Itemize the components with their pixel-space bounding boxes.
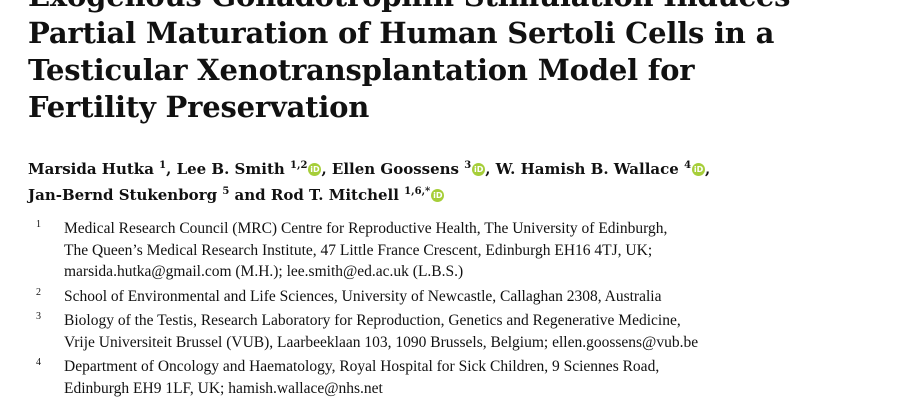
affiliation-line: marsida.hutka@gmail.com (M.H.); lee.smit… [64, 263, 464, 280]
article-title: Exogenous Gonadotrophin Stimulation Indu… [28, 0, 888, 126]
affiliation-number: 3 [36, 311, 41, 322]
author-affiliation-ref: 3 [464, 160, 472, 171]
affiliation-line: Department of Oncology and Haematology, … [64, 358, 660, 375]
author-affiliation-ref: 1,6,* [404, 186, 431, 197]
author-affiliation-ref: 1 [159, 160, 167, 171]
orcid-icon[interactable]: iD [692, 163, 706, 176]
author-affiliation-ref: 4 [684, 160, 692, 171]
affiliation: 1 Medical Research Council (MRC) Centre … [28, 218, 898, 283]
author-affiliation-ref: 1,2 [290, 160, 308, 171]
author: Rod T. Mitchell 1,6,* iD [270, 186, 445, 204]
author-name: Marsida Hutka [28, 160, 154, 178]
author: Marsida Hutka 1 [28, 160, 166, 178]
author-line: Jan-Bernd Stukenborg 5 and Rod T. Mitche… [28, 182, 888, 208]
affiliation-text: School of Environmental and Life Science… [64, 286, 898, 308]
author-name: Rod T. Mitchell [270, 186, 399, 204]
author-separator: and [229, 186, 271, 204]
author-name: Jan-Bernd Stukenborg [28, 186, 218, 204]
author-list: Marsida Hutka 1, Lee B. Smith 1,2 iD, Ell… [28, 156, 888, 208]
affiliation-line: Biology of the Testis, Research Laborato… [64, 312, 681, 329]
affiliation-number: 4 [36, 357, 41, 368]
title-line: Exogenous Gonadotrophin Stimulation Indu… [28, 0, 888, 15]
affiliation-line: School of Environmental and Life Science… [64, 287, 662, 305]
author-name: Ellen Goossens [331, 160, 459, 178]
author-separator: , [321, 160, 332, 178]
author-separator: , [166, 160, 177, 178]
affiliation-line: The Queen’s Medical Research Institute, … [64, 241, 653, 259]
author: Jan-Bernd Stukenborg 5 [28, 186, 229, 204]
affiliation: 3 Biology of the Testis, Research Labora… [28, 310, 898, 353]
orcid-icon[interactable]: iD [431, 189, 445, 202]
affiliation-text: Medical Research Council (MRC) Centre fo… [64, 218, 898, 283]
affiliation-number: 2 [36, 286, 41, 298]
affiliation-text: Department of Oncology and Haematology, … [64, 356, 898, 399]
affiliation-number: 1 [36, 219, 41, 230]
affiliation-text: Biology of the Testis, Research Laborato… [64, 310, 898, 353]
author-separator: , [705, 160, 711, 178]
author-line: Marsida Hutka 1, Lee B. Smith 1,2 iD, Ell… [28, 156, 888, 182]
affiliation: 4 Department of Oncology and Haematology… [28, 356, 898, 399]
affiliation-line: Edinburgh EH9 1LF, UK; hamish.wallace@nh… [64, 379, 383, 397]
title-line: Fertility Preservation [28, 90, 370, 124]
affiliation-line: Vrije Universiteit Brussel (VUB), Laarbe… [64, 333, 699, 351]
author-name: W. Hamish B. Wallace [495, 160, 679, 178]
orcid-icon[interactable]: iD [472, 163, 486, 176]
title-line: Testicular Xenotransplantation Model for [28, 53, 695, 87]
affiliation: 2 School of Environmental and Life Scien… [28, 286, 898, 308]
affiliation-line: Medical Research Council (MRC) Centre fo… [64, 220, 668, 237]
title-line: Partial Maturation of Human Sertoli Cell… [28, 16, 775, 50]
orcid-icon[interactable]: iD [308, 163, 322, 176]
author-name: Lee B. Smith [176, 160, 285, 178]
affiliation-list: 1 Medical Research Council (MRC) Centre … [28, 218, 898, 402]
author: Ellen Goossens 3 iD [331, 160, 486, 178]
author-separator: , [485, 160, 496, 178]
author: Lee B. Smith 1,2 iD [177, 160, 322, 178]
author: W. Hamish B. Wallace 4 iD [495, 160, 706, 178]
author-affiliation-ref: 5 [222, 186, 230, 197]
